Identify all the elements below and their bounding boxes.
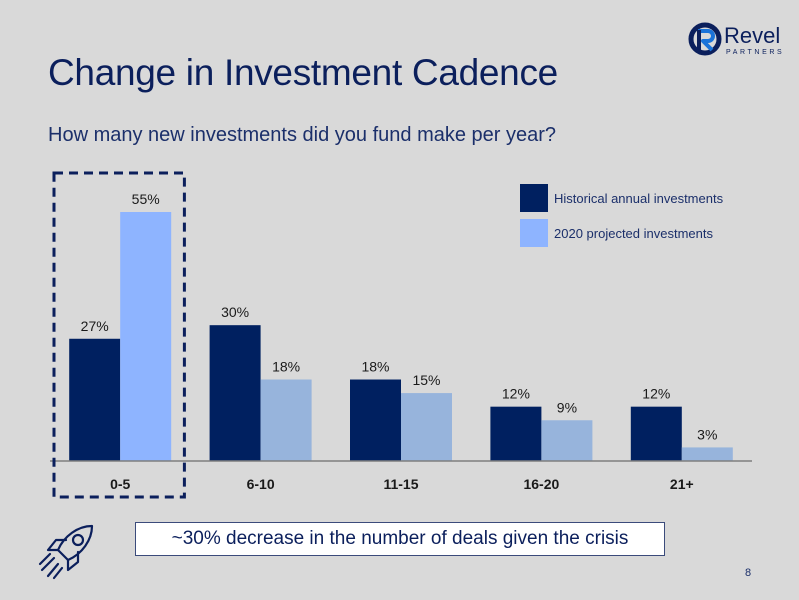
data-label: 3% [697,426,717,442]
callout-box: ~30% decrease in the number of deals giv… [135,522,665,556]
x-tick-label: 21+ [670,476,694,492]
bar-projected-0-5 [120,212,172,461]
x-tick-label: 6-10 [247,476,275,492]
data-label: 12% [502,386,530,402]
highlight-box [52,171,186,499]
bar-projected-16-20 [541,420,593,461]
bar-historical-21+ [630,406,682,461]
data-label: 15% [412,372,440,388]
bar-historical-0-5 [69,338,121,461]
legend-swatch [520,219,548,247]
data-label: 55% [132,191,160,207]
data-label: 18% [361,359,389,375]
x-tick-label: 16-20 [523,476,559,492]
page-number: 8 [745,567,752,579]
bar-historical-11-15 [350,379,401,461]
bar-historical-6-10 [209,325,261,461]
data-label: 30% [221,304,249,320]
rocket-icon [38,524,94,580]
data-label: 27% [81,318,109,334]
bar-projected-11-15 [401,393,452,461]
logo-name: Revel [724,23,781,48]
legend-swatch [520,184,548,212]
x-tick-label: 11-15 [383,476,418,492]
chart-subtitle: How many new investments did you fund ma… [48,124,557,146]
logo-subtext: PARTNERS [726,49,785,56]
legend-label: Historical annual investments [554,191,724,206]
bar-projected-21+ [681,447,733,461]
data-label: 18% [272,359,300,375]
data-label: 9% [557,399,577,415]
page-title: Change in Investment Cadence [48,52,558,93]
revel-logo: Revel PARTNERS [688,22,788,62]
legend-label: 2020 projected investments [554,226,713,241]
bar-chart: 27% 55% 0-5 30% 18% 6-10 18% 15% 11-15 12% 9% 16-20… [50,171,752,499]
data-label: 12% [642,386,670,402]
bar-historical-16-20 [490,406,542,461]
x-tick-label: 0-5 [110,476,130,492]
revel-r-logo-icon [688,22,722,56]
bar-projected-6-10 [260,379,312,461]
